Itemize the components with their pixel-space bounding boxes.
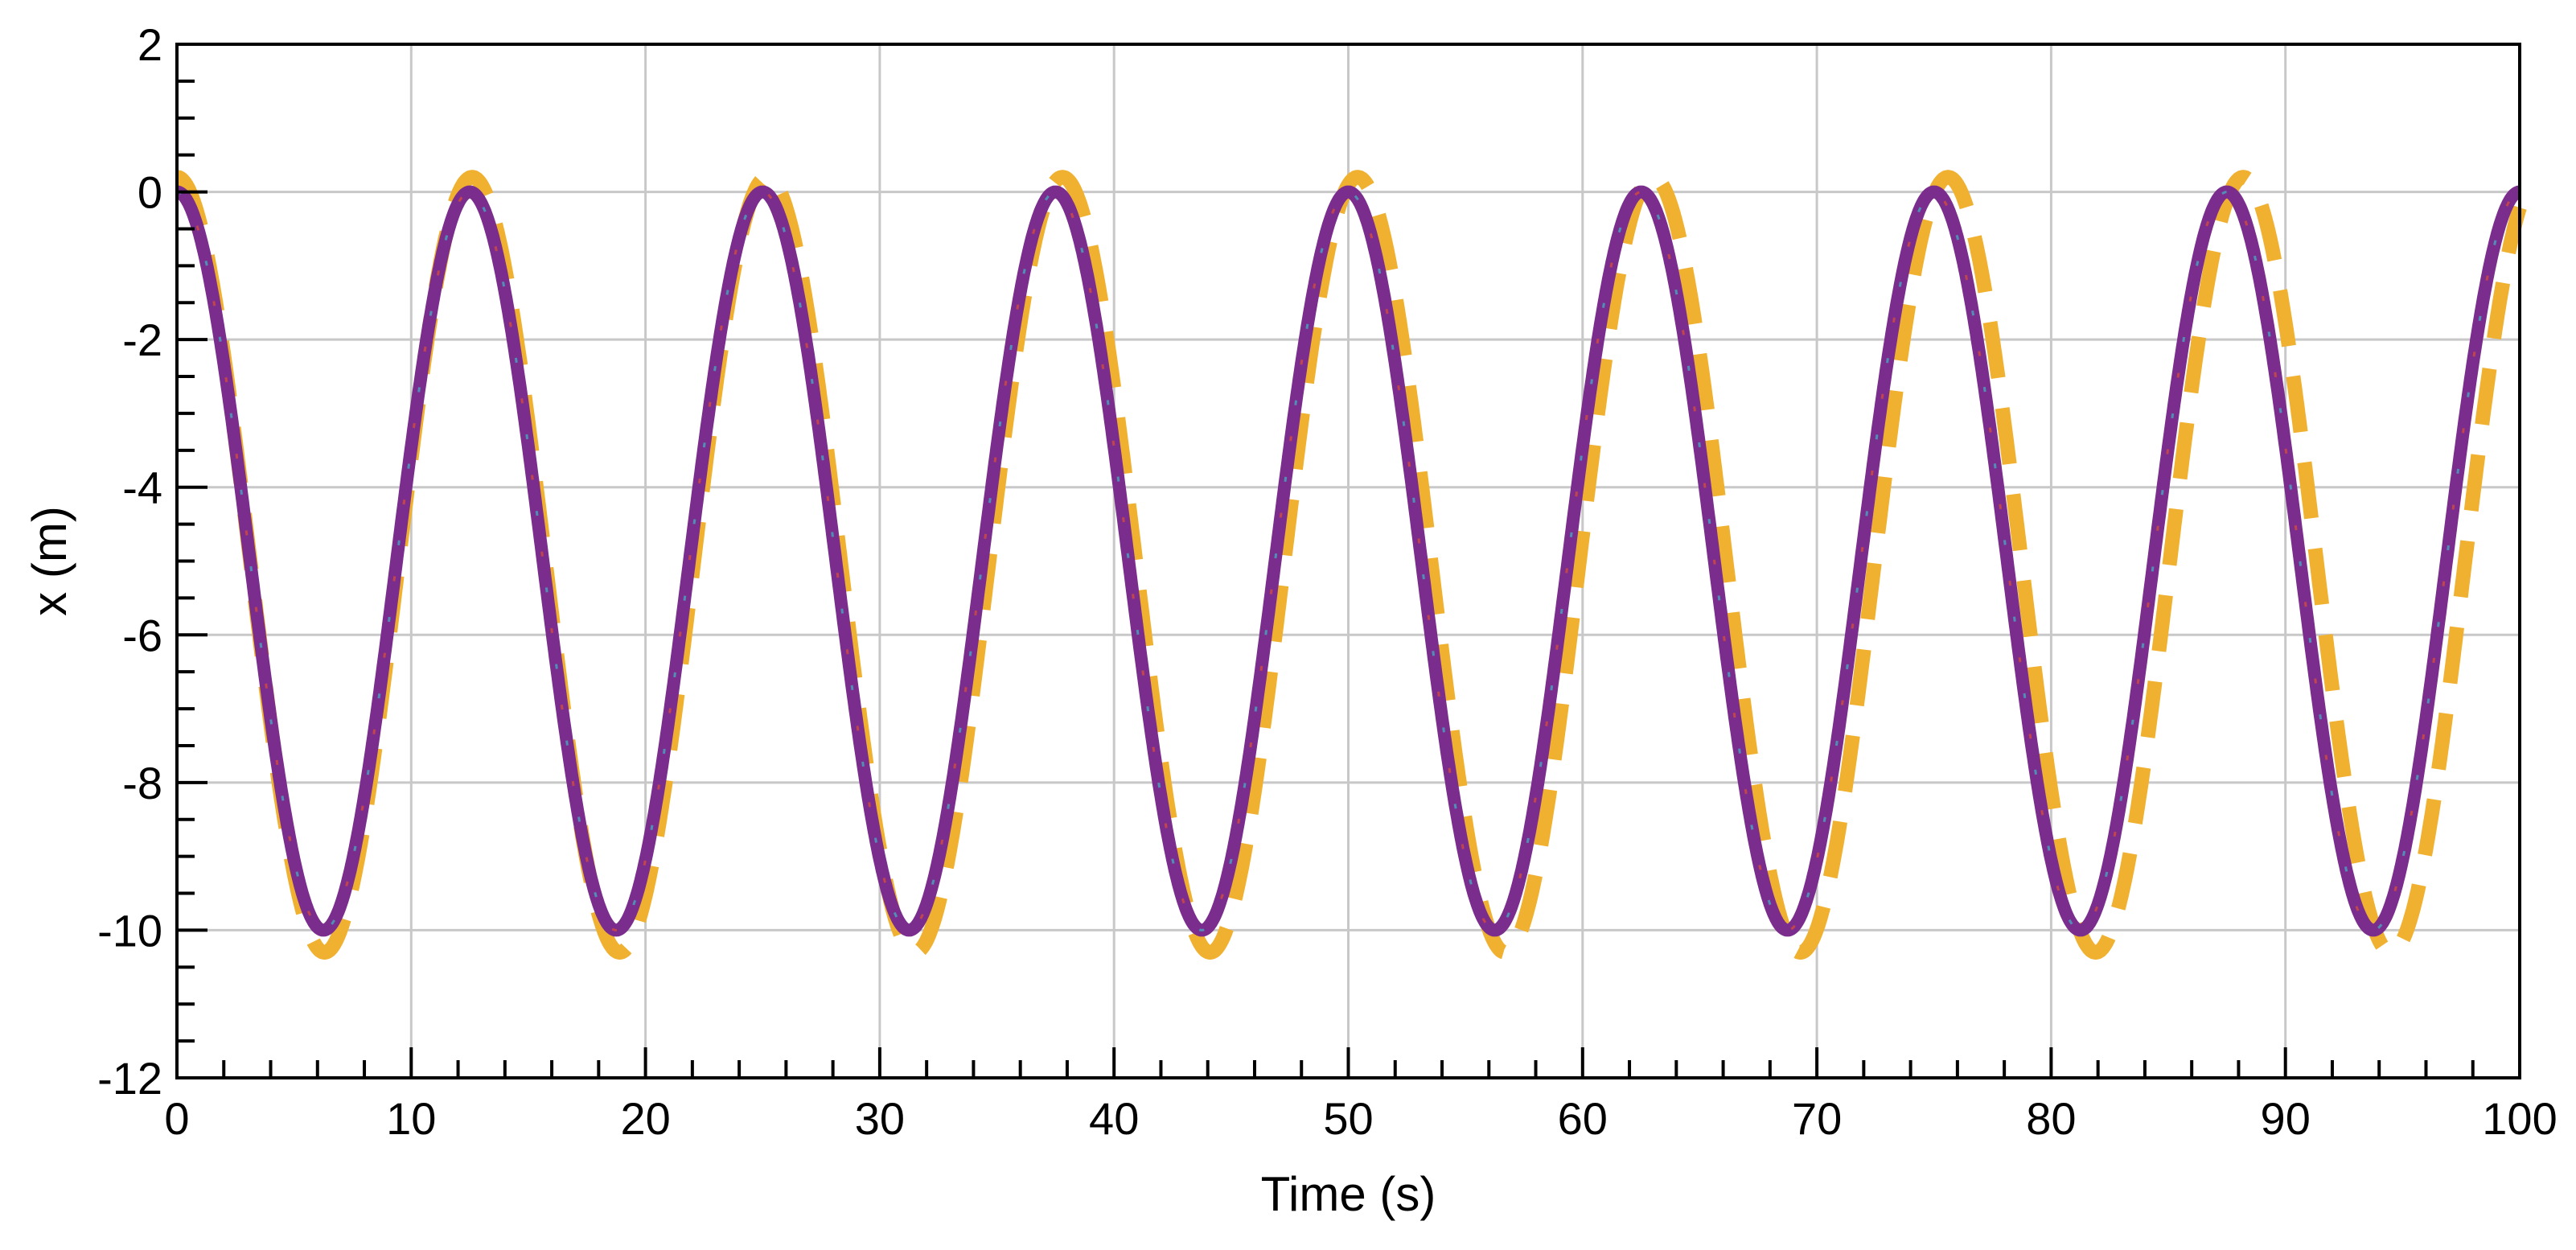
y-tick-label: -12: [97, 1053, 162, 1104]
x-tick-label: 80: [2026, 1093, 2076, 1144]
series-solid-line: [175, 185, 2521, 937]
axis-ticks: [175, 43, 2521, 1079]
y-tick-label: 0: [138, 167, 162, 218]
x-tick-label: 10: [386, 1093, 436, 1144]
series-dashed-line: [175, 170, 2527, 960]
y-tick-label: -10: [97, 905, 162, 956]
y-tick-label: -6: [122, 610, 162, 660]
y-tick-label: 2: [138, 19, 162, 70]
x-axis-title: Time (s): [1261, 1167, 1436, 1221]
x-tick-label: 20: [620, 1093, 670, 1144]
tick-labels: 0 10 20 30 40 50 60 70 80 90 100 -12 -10 -8 -6 -4 -2 0 2: [97, 19, 2558, 1144]
x-tick-label: 50: [1323, 1093, 1373, 1144]
y-tick-label: -4: [122, 463, 162, 513]
x-tick-label: 60: [1558, 1093, 1608, 1144]
x-tick-label: 90: [2261, 1093, 2311, 1144]
x-tick-label: 30: [855, 1093, 905, 1144]
y-tick-label: -8: [122, 758, 162, 808]
series-layer: [175, 170, 2527, 960]
y-tick-label: -2: [122, 315, 162, 365]
x-tick-label: 0: [164, 1093, 189, 1144]
x-tick-label: 70: [1792, 1093, 1842, 1144]
x-tick-label: 40: [1089, 1093, 1139, 1144]
y-axis-title: x (m): [23, 506, 76, 616]
x-tick-label: 100: [2482, 1093, 2557, 1144]
